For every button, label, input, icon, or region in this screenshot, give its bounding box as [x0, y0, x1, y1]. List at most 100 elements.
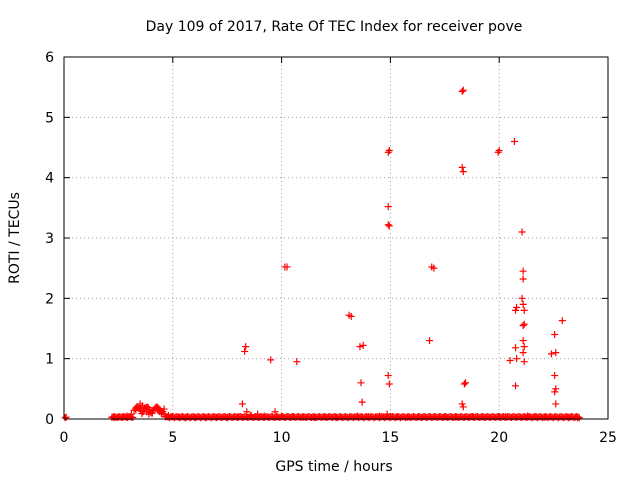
data-point — [519, 267, 527, 275]
data-point — [513, 303, 521, 311]
data-point — [459, 86, 467, 94]
data-point — [385, 222, 393, 230]
data-point — [357, 379, 365, 387]
data-point — [212, 413, 220, 421]
data-point — [552, 400, 560, 408]
data-point — [430, 264, 438, 272]
data-point — [426, 337, 434, 345]
data-point — [61, 414, 69, 422]
data-point — [459, 168, 467, 176]
x-tick-label: 0 — [60, 430, 69, 446]
y-tick-label: 3 — [45, 231, 54, 247]
data-point — [123, 412, 131, 420]
grid-lines — [64, 57, 608, 419]
data-point — [458, 400, 466, 408]
data-point — [182, 414, 190, 422]
chart-title: Day 109 of 2017, Rate Of TEC Index for r… — [146, 19, 523, 35]
data-point — [512, 382, 520, 390]
data-point — [356, 343, 364, 351]
data-point — [574, 414, 582, 422]
x-tick-labels: 0 5 10 15 20 25 — [60, 430, 617, 446]
y-tick-label: 6 — [45, 50, 54, 66]
data-point — [520, 358, 528, 366]
data-point — [299, 413, 307, 421]
data-point — [283, 263, 291, 271]
y-tick-label: 4 — [45, 171, 54, 187]
data-point — [458, 87, 466, 95]
data-point — [164, 411, 172, 419]
data-point — [460, 380, 468, 388]
x-tick-label: 5 — [168, 430, 177, 446]
y-tick-label: 1 — [45, 352, 54, 368]
x-tick-label: 15 — [381, 430, 399, 446]
data-point — [558, 317, 566, 325]
data-point — [512, 344, 520, 352]
data-point — [384, 203, 392, 211]
data-point — [506, 356, 514, 364]
data-point — [552, 385, 560, 393]
data-point — [547, 350, 555, 358]
data-point — [494, 148, 502, 156]
baseline-point — [129, 414, 137, 422]
data-point — [512, 306, 520, 314]
data-point — [518, 228, 526, 236]
data-point — [267, 356, 275, 364]
data-point — [459, 403, 467, 411]
data-point — [127, 410, 135, 418]
data-point — [238, 400, 246, 408]
data-point — [510, 137, 518, 145]
data-point — [293, 358, 301, 366]
y-tick-labels: 0 1 2 3 4 5 6 — [45, 50, 54, 428]
data-point — [541, 413, 549, 421]
data-point — [461, 379, 469, 387]
data-point — [384, 221, 392, 229]
data-point — [278, 412, 286, 420]
data-points — [61, 86, 583, 422]
data-point — [385, 380, 393, 388]
data-point — [551, 388, 559, 396]
data-point — [519, 337, 527, 345]
data-point — [495, 147, 503, 155]
x-tick-label: 10 — [273, 430, 291, 446]
data-point — [191, 413, 199, 421]
data-point — [243, 408, 251, 416]
data-point — [354, 412, 362, 420]
data-point — [519, 321, 527, 329]
data-point — [565, 413, 573, 421]
x-axis-label: GPS time / hours — [275, 459, 392, 475]
y-tick-label: 5 — [45, 110, 54, 126]
y-tick-label: 2 — [45, 291, 54, 307]
y-tick-label: 0 — [45, 412, 54, 428]
data-point — [518, 294, 526, 302]
data-point — [271, 408, 279, 416]
data-point — [201, 414, 209, 422]
data-point — [513, 355, 521, 363]
data-point — [520, 343, 528, 351]
data-point — [523, 412, 531, 420]
data-point — [260, 412, 268, 420]
data-point — [160, 410, 168, 418]
plot-frame — [63, 56, 609, 420]
data-point — [254, 410, 262, 418]
data-point — [551, 331, 559, 339]
data-point — [519, 349, 527, 357]
data-point — [358, 398, 366, 406]
x-tick-label: 20 — [490, 430, 508, 446]
data-point — [247, 411, 255, 419]
data-point — [520, 320, 528, 328]
data-point — [519, 275, 527, 283]
data-point — [321, 413, 329, 421]
data-point — [332, 414, 340, 422]
data-point — [376, 412, 384, 420]
data-point — [458, 163, 466, 171]
data-point — [480, 413, 488, 421]
data-point — [404, 413, 412, 421]
data-point — [242, 343, 250, 351]
data-point — [383, 410, 391, 418]
x-tick-label: 25 — [599, 430, 617, 446]
data-point — [520, 306, 528, 314]
data-point — [347, 312, 355, 320]
y-axis-label: ROTI / TECUs — [7, 192, 23, 284]
data-point — [385, 147, 393, 155]
